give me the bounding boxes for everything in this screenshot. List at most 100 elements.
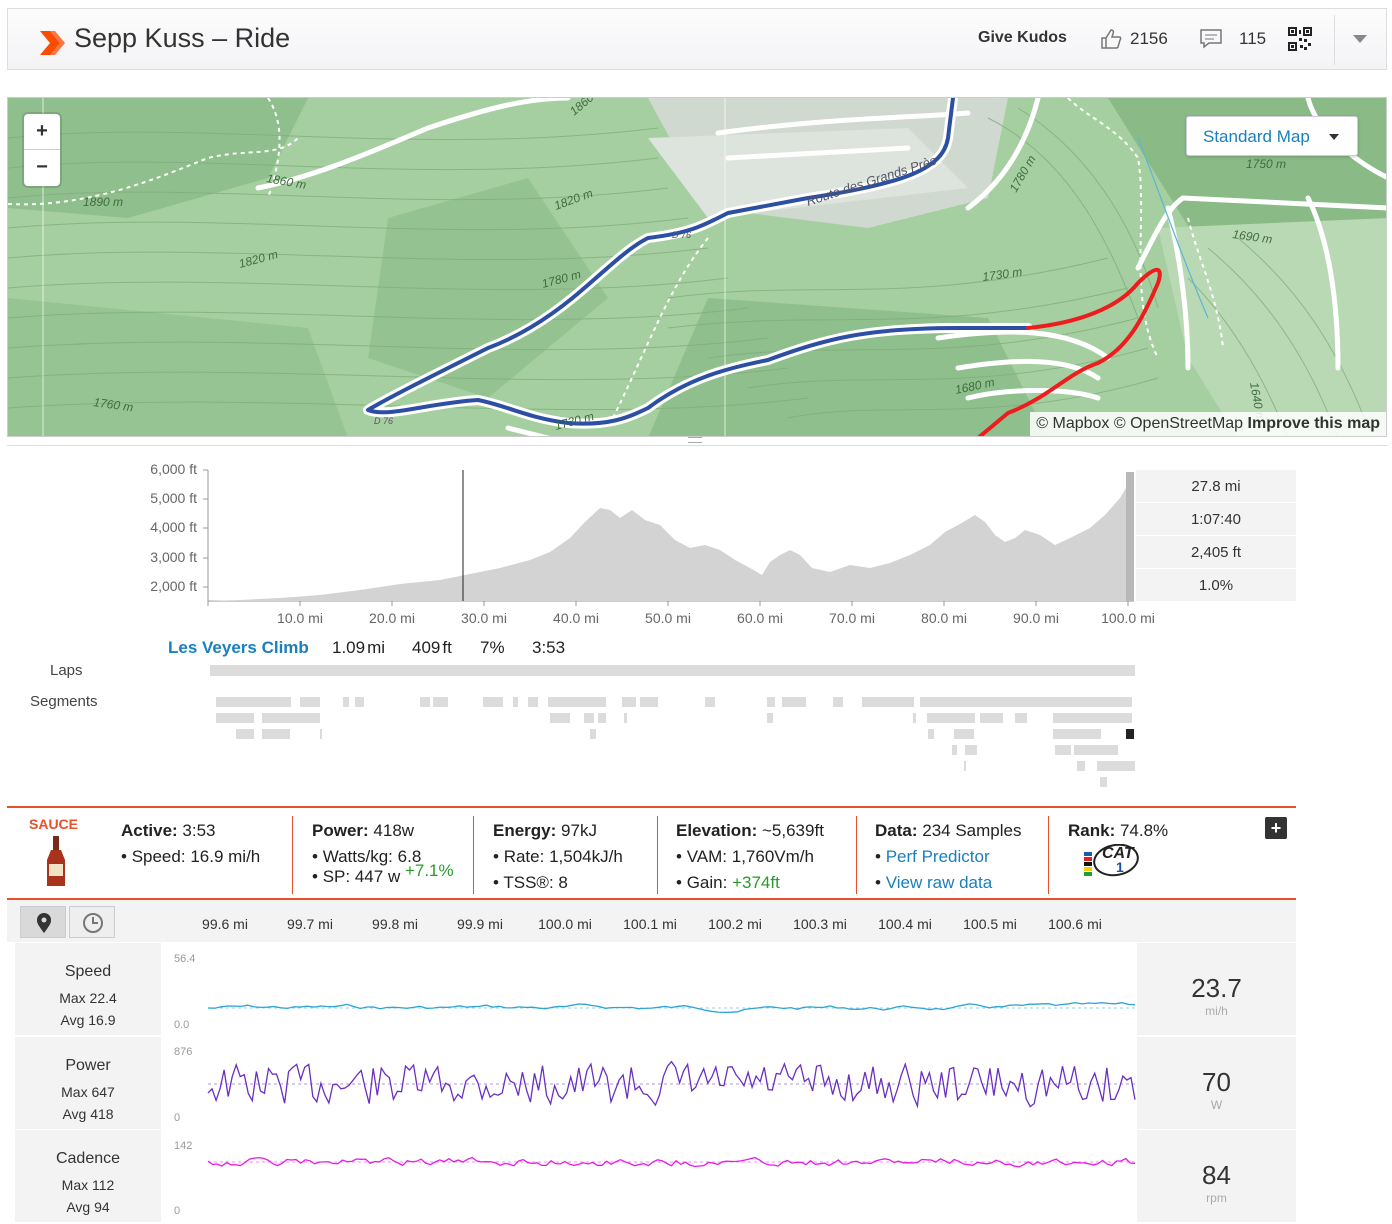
y-tick: 6,000 ft [150, 461, 197, 477]
map-attribution: © Mapbox © OpenStreetMap Improve this ma… [1030, 412, 1386, 436]
y-tick: 4,000 ft [150, 519, 197, 535]
comments-count[interactable]: 115 [1239, 29, 1267, 48]
page-title: Sepp Kuss – Ride [74, 23, 291, 53]
power-stream[interactable]: Power Max 647 Avg 418 70 W [7, 1037, 1296, 1131]
y-tick: 3,000 ft [150, 549, 197, 565]
x-tick: 80.0 mi [921, 610, 967, 626]
kudos-count[interactable]: 2156 [1130, 29, 1168, 48]
speed-trace [207, 1001, 1136, 1014]
segment-name-link[interactable]: Les Veyers Climb [168, 638, 309, 657]
route-line-red [977, 267, 1162, 436]
segment-bar[interactable] [216, 697, 291, 707]
x-tick: 100.1 mi [623, 916, 677, 932]
map-label: 1890 m [83, 195, 123, 209]
x-tick: 70.0 mi [829, 610, 875, 626]
expand-button[interactable]: + [1265, 817, 1287, 839]
y-tick: 2,000 ft [150, 578, 197, 594]
x-tick: 99.6 mi [202, 916, 248, 932]
stat-divider [657, 816, 658, 894]
x-tick: 30.0 mi [461, 610, 507, 626]
stream-plots[interactable] [0, 943, 1140, 1218]
x-tick: 90.0 mi [1013, 610, 1059, 626]
x-tick: 100.0 mi [1101, 610, 1155, 626]
summary-distance: 27.8 mi [1136, 470, 1296, 503]
axis-max: 876 [174, 1046, 193, 1058]
perf-predictor-link[interactable]: Perf Predictor [885, 847, 990, 866]
x-tick: 99.8 mi [372, 916, 418, 932]
x-tick: 99.7 mi [287, 916, 333, 932]
stream-label: Cadence Max 112 Avg 94 [15, 1130, 161, 1222]
x-tick: 40.0 mi [553, 610, 599, 626]
x-tick: 50.0 mi [645, 610, 691, 626]
activity-header: Sepp Kuss – Ride Give Kudos 2156 115 [7, 8, 1387, 70]
segment-bars[interactable] [0, 660, 1140, 790]
view-raw-data-link[interactable]: View raw data [885, 873, 993, 892]
map-label: 1730 m [981, 265, 1023, 284]
stream-current-value: 23.7 mi/h [1137, 943, 1296, 1035]
power-trace [207, 1060, 1136, 1109]
segment-elevation: 409 ft [412, 638, 452, 657]
route-map[interactable]: 1890 m 1860 m 1820 m 1820 m 1780 m 1760 … [7, 97, 1387, 437]
x-tick: 60.0 mi [737, 610, 783, 626]
cat-label: CAT [1102, 845, 1134, 862]
chevron-down-icon [1329, 134, 1339, 140]
zoom-out-button[interactable]: − [36, 156, 48, 178]
divider [7, 445, 1387, 446]
rank-stat: Rank: 74.8% [1068, 821, 1169, 840]
mapbox-link[interactable]: © Mapbox [1036, 415, 1110, 432]
stat-divider [856, 816, 857, 894]
comment-icon[interactable] [1200, 29, 1222, 49]
elevation-chart[interactable] [0, 460, 1140, 610]
power-stat: Power: 418w • Watts/kg: 6.8 • SP: 447 w … [312, 821, 454, 886]
stream-current-value: 84 rpm [1137, 1130, 1296, 1222]
cadence-stream[interactable]: Cadence Max 112 Avg 94 84 rpm [7, 1130, 1296, 1224]
elevation-profile [208, 475, 1134, 601]
map-type-select[interactable]: Standard Map [1186, 116, 1358, 156]
strava-logo-icon [40, 31, 65, 55]
stream-current-value: 70 W [1137, 1037, 1296, 1129]
give-kudos-button[interactable]: Give Kudos [978, 29, 1067, 46]
time-tab[interactable] [69, 906, 115, 938]
y-tick: 5,000 ft [150, 490, 197, 506]
segment-grade: 7% [480, 638, 505, 657]
route-line-blue [366, 98, 1030, 426]
more-actions-dropdown[interactable] [1353, 35, 1367, 43]
axis-max: 56.4 [174, 953, 196, 965]
stream-label: Power Max 647 Avg 418 [15, 1037, 161, 1129]
selection-summary: 27.8 mi 1:07:40 2,405 ft 1.0% [1136, 470, 1296, 602]
summary-time: 1:07:40 [1136, 503, 1296, 536]
x-tick: 99.9 mi [457, 916, 503, 932]
segment-distance: 1.09 mi [332, 638, 386, 657]
x-tick: 100.0 mi [538, 916, 592, 932]
streams-header [7, 900, 1296, 942]
thumbs-up-icon[interactable] [1100, 28, 1124, 50]
map-resize-handle[interactable] [688, 437, 702, 443]
location-pin-icon [37, 913, 51, 933]
cadence-trace [207, 1156, 1136, 1168]
lap-bar[interactable] [210, 665, 1135, 676]
axis-min: 0 [174, 1112, 181, 1124]
speed-stream[interactable]: Speed Max 22.4 Avg 16.9 23.7 mi/h [7, 943, 1296, 1037]
cat-number: 1 [1116, 859, 1124, 875]
segment-time: 3:53 [532, 638, 566, 657]
stat-divider [1048, 816, 1049, 894]
clock-icon [83, 913, 103, 933]
qr-code-icon[interactable] [1288, 27, 1312, 51]
map-type-label: Standard Map [1203, 127, 1310, 146]
improve-map-link[interactable]: Improve this map [1247, 415, 1380, 432]
map-label: 1750 m [1246, 157, 1286, 171]
sauce-stats-panel: SAUCE Active: 3:53 • Speed: 16.9 mi/h Po… [7, 806, 1296, 900]
map-label: 1760 m [93, 395, 135, 414]
stat-divider [292, 816, 293, 894]
summary-grade: 1.0% [1136, 569, 1296, 602]
x-tick: 20.0 mi [369, 610, 415, 626]
selected-segment-bar[interactable] [1126, 729, 1134, 739]
map-canvas[interactable]: 1890 m 1860 m 1820 m 1820 m 1780 m 1760 … [8, 98, 1387, 437]
zoom-in-button[interactable]: + [24, 114, 60, 150]
axis-min: 0 [174, 1205, 181, 1217]
distance-tab[interactable] [20, 906, 66, 938]
osm-link[interactable]: © OpenStreetMap [1113, 415, 1244, 432]
map-label: 1690 m [1232, 227, 1274, 246]
sauce-bottle-icon[interactable] [41, 836, 71, 888]
zoom-control: + − [24, 114, 60, 186]
